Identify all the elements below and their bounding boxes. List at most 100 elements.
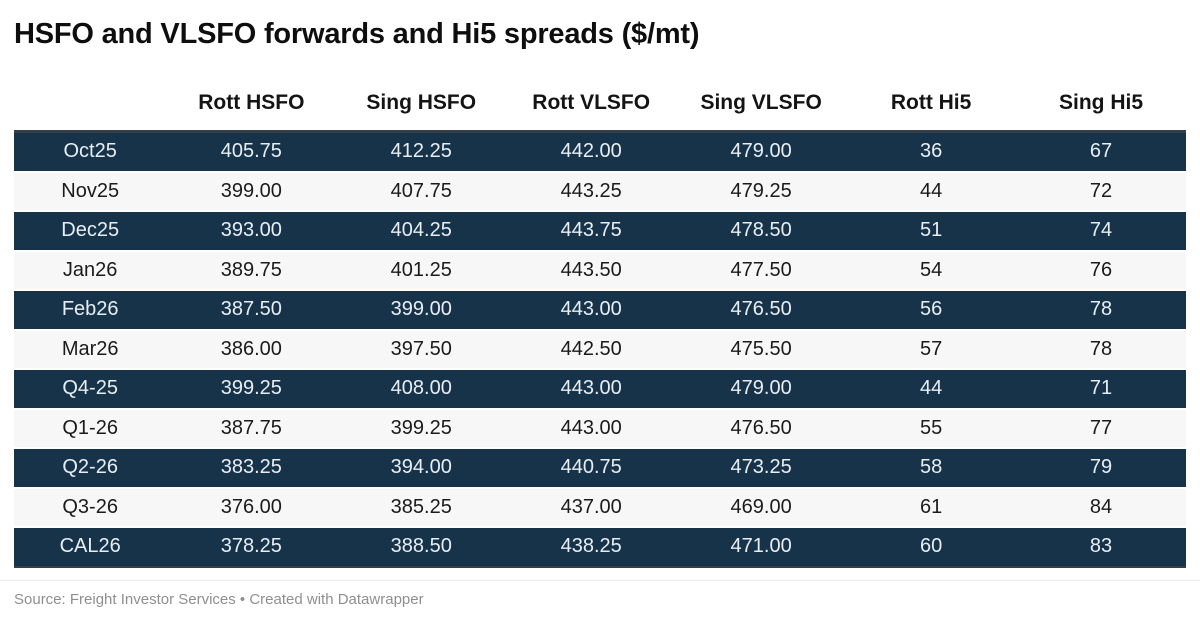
table-cell: 399.25 [390, 416, 452, 439]
table-cell: 72 [1089, 179, 1113, 202]
table-row: Mar26 386.00 397.50 442.50 475.50 57 78 [14, 329, 1186, 369]
table-row: Q3-26 376.00 385.25 437.00 469.00 61 84 [14, 487, 1186, 527]
table-header: Rott HSFO Sing HSFO Rott VLSFO Sing VLSFO Ro… [14, 52, 1186, 132]
header-row: Rott HSFO Sing HSFO Rott VLSFO Sing VLSFO Ro… [14, 52, 1186, 132]
table-body: Oct25 405.75 412.25 442.00 479.00 36 67 Nov25 39… [14, 131, 1186, 567]
table-cell: 399.00 [390, 298, 452, 321]
forwards-table: Rott HSFO Sing HSFO Rott VLSFO Sing VLSFO Ro… [14, 52, 1186, 568]
table-cell: 440.75 [560, 456, 622, 479]
table-cell: 443.25 [560, 179, 622, 202]
table-cell: 44 [919, 377, 943, 400]
table-cell: 79 [1089, 456, 1113, 479]
table-cell: 386.00 [220, 337, 282, 360]
chart-title: HSFO and VLSFO forwards and Hi5 spreads … [14, 18, 700, 50]
table-cell: 393.00 [220, 219, 282, 242]
row-label: Q2-26 [62, 456, 118, 479]
table-cell: 442.00 [560, 140, 622, 163]
column-header [14, 52, 167, 132]
table-cell: 67 [1089, 140, 1113, 163]
row-label: Feb26 [61, 298, 119, 321]
table-cell: 378.25 [220, 535, 282, 558]
table-cell: 71 [1089, 377, 1113, 400]
table-cell: 83 [1089, 535, 1113, 558]
table-cell: 55 [919, 416, 943, 439]
row-label: CAL26 [59, 535, 121, 558]
table-cell: 387.75 [220, 416, 282, 439]
table-cell: 394.00 [390, 456, 452, 479]
table-cell: 437.00 [560, 495, 622, 518]
column-header: Rott Hi5 [846, 52, 1017, 132]
table-cell: 479.00 [730, 377, 792, 400]
table-cell: 401.25 [390, 258, 452, 281]
table-row: Oct25 405.75 412.25 442.00 479.00 36 67 [14, 131, 1186, 172]
table-cell: 476.50 [730, 416, 792, 439]
table-row: Jan26 389.75 401.25 443.50 477.50 54 76 [14, 250, 1186, 290]
table-cell: 479.25 [730, 179, 792, 202]
table-cell: 476.50 [730, 298, 792, 321]
table-cell: 399.00 [220, 179, 282, 202]
table-cell: 405.75 [220, 140, 282, 163]
row-label: Oct25 [63, 140, 117, 163]
table-cell: 84 [1089, 495, 1113, 518]
column-header: Sing HSFO [336, 52, 507, 132]
table-cell: 51 [919, 219, 943, 242]
table-cell: 412.25 [390, 140, 452, 163]
table-row: CAL26 378.25 388.50 438.25 471.00 60 83 [14, 527, 1186, 567]
table-cell: 443.00 [560, 377, 622, 400]
column-header: Sing VLSFO [676, 52, 847, 132]
table-cell: 473.25 [730, 456, 792, 479]
table-cell: 389.75 [220, 258, 282, 281]
table-cell: 74 [1089, 219, 1113, 242]
table-cell: 54 [919, 258, 943, 281]
table-cell: 477.50 [730, 258, 792, 281]
table-cell: 443.75 [560, 219, 622, 242]
table-cell: 408.00 [390, 377, 452, 400]
row-label: Nov25 [61, 179, 120, 202]
table-cell: 77 [1089, 416, 1113, 439]
table-cell: 471.00 [730, 535, 792, 558]
row-label: Dec25 [61, 219, 120, 242]
table-cell: 469.00 [730, 495, 792, 518]
table-cell: 78 [1089, 337, 1113, 360]
row-label: Q1-26 [62, 416, 118, 439]
table-cell: 397.50 [390, 337, 452, 360]
table-cell: 399.25 [220, 377, 282, 400]
table-cell: 387.50 [220, 298, 282, 321]
table-cell: 438.25 [560, 535, 622, 558]
table-cell: 475.50 [730, 337, 792, 360]
table-cell: 404.25 [390, 219, 452, 242]
table-row: Q1-26 387.75 399.25 443.00 476.50 55 77 [14, 408, 1186, 448]
table-cell: 376.00 [220, 495, 282, 518]
table-row: Feb26 387.50 399.00 443.00 476.50 56 78 [14, 290, 1186, 330]
table-cell: 443.50 [560, 258, 622, 281]
table-row: Q2-26 383.25 394.00 440.75 473.25 58 79 [14, 448, 1186, 488]
source-attribution: Source: Freight Investor Services • Crea… [14, 590, 424, 608]
table-cell: 479.00 [730, 140, 792, 163]
column-header: Rott VLSFO [506, 52, 677, 132]
table-row: Dec25 393.00 404.25 443.75 478.50 51 74 [14, 211, 1186, 251]
table-row: Nov25 399.00 407.75 443.25 479.25 44 72 [14, 171, 1186, 211]
table-cell: 383.25 [220, 456, 282, 479]
table-cell: 407.75 [390, 179, 452, 202]
table-cell: 443.00 [560, 298, 622, 321]
table-cell: 56 [919, 298, 943, 321]
table-cell: 78 [1089, 298, 1113, 321]
table-row: Q4-25 399.25 408.00 443.00 479.00 44 71 [14, 369, 1186, 409]
table-cell: 443.00 [560, 416, 622, 439]
table-cell: 60 [919, 535, 943, 558]
table-cell: 388.50 [390, 535, 452, 558]
table-cell: 76 [1089, 258, 1113, 281]
row-label: Mar26 [61, 337, 119, 360]
table-cell: 478.50 [730, 219, 792, 242]
table-cell: 44 [919, 179, 943, 202]
row-label: Jan26 [62, 258, 118, 281]
row-label: Q4-25 [62, 377, 118, 400]
table-cell: 442.50 [560, 337, 622, 360]
table-cell: 57 [919, 337, 943, 360]
table-cell: 61 [919, 495, 943, 518]
row-label: Q3-26 [62, 495, 118, 518]
table-cell: 58 [919, 456, 943, 479]
column-header: Sing Hi5 [1016, 52, 1186, 132]
footer-divider [0, 579, 1200, 581]
